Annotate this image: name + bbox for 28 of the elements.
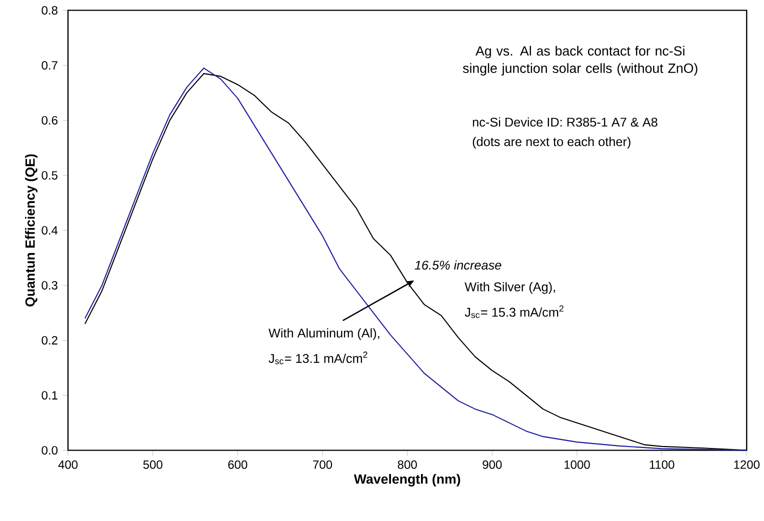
x-tick-label: 600	[228, 460, 248, 469]
y-tick-label: 0.5	[42, 171, 58, 180]
y-tick-label: 0.8	[42, 6, 58, 15]
series-label: With Aluminum (Al),	[268, 328, 380, 340]
x-axis-title: Wavelength (nm)	[354, 474, 460, 486]
y-tick-label: 0.2	[42, 336, 58, 345]
x-tick-label: 400	[58, 460, 78, 469]
y-axis-title: Quantun Efficiency (QE)	[25, 154, 38, 306]
annotation: nc-Si Device ID: R385-1 A7 & A8	[472, 117, 658, 127]
annotation: J$_{sc}$= 15.3 mA/cm$^{2}$	[464, 305, 564, 318]
y-tick-label: 0.4	[42, 226, 58, 235]
annotation: 16.5% increase	[414, 260, 502, 270]
x-tick-label: 800	[398, 460, 417, 469]
x-tick-label: 500	[143, 460, 162, 469]
y-tick-label: 0.1	[42, 391, 58, 400]
x-tick-label: 900	[482, 460, 502, 469]
x-tick-label: 1100	[650, 460, 674, 469]
y-tick-label: 0.3	[42, 281, 58, 290]
annotation: (dots are next to each other)	[472, 136, 630, 149]
y-tick-label: 0.0	[42, 446, 58, 455]
y-tick-label: 0.6	[42, 116, 58, 125]
x-tick-label: 1200	[734, 460, 760, 469]
annotation: J$_{sc}$= 13.1 mA/cm$^{2}$	[268, 352, 368, 364]
text: With Silver (Ag),	[464, 282, 555, 294]
text: Ag vs. Al as back contact for nc-Si single junction solar cells (without ZnO)	[462, 46, 698, 76]
x-tick-label: 1000	[564, 460, 590, 469]
y-tick-label: 0.7	[42, 61, 58, 70]
x-tick-label: 700	[313, 460, 332, 469]
